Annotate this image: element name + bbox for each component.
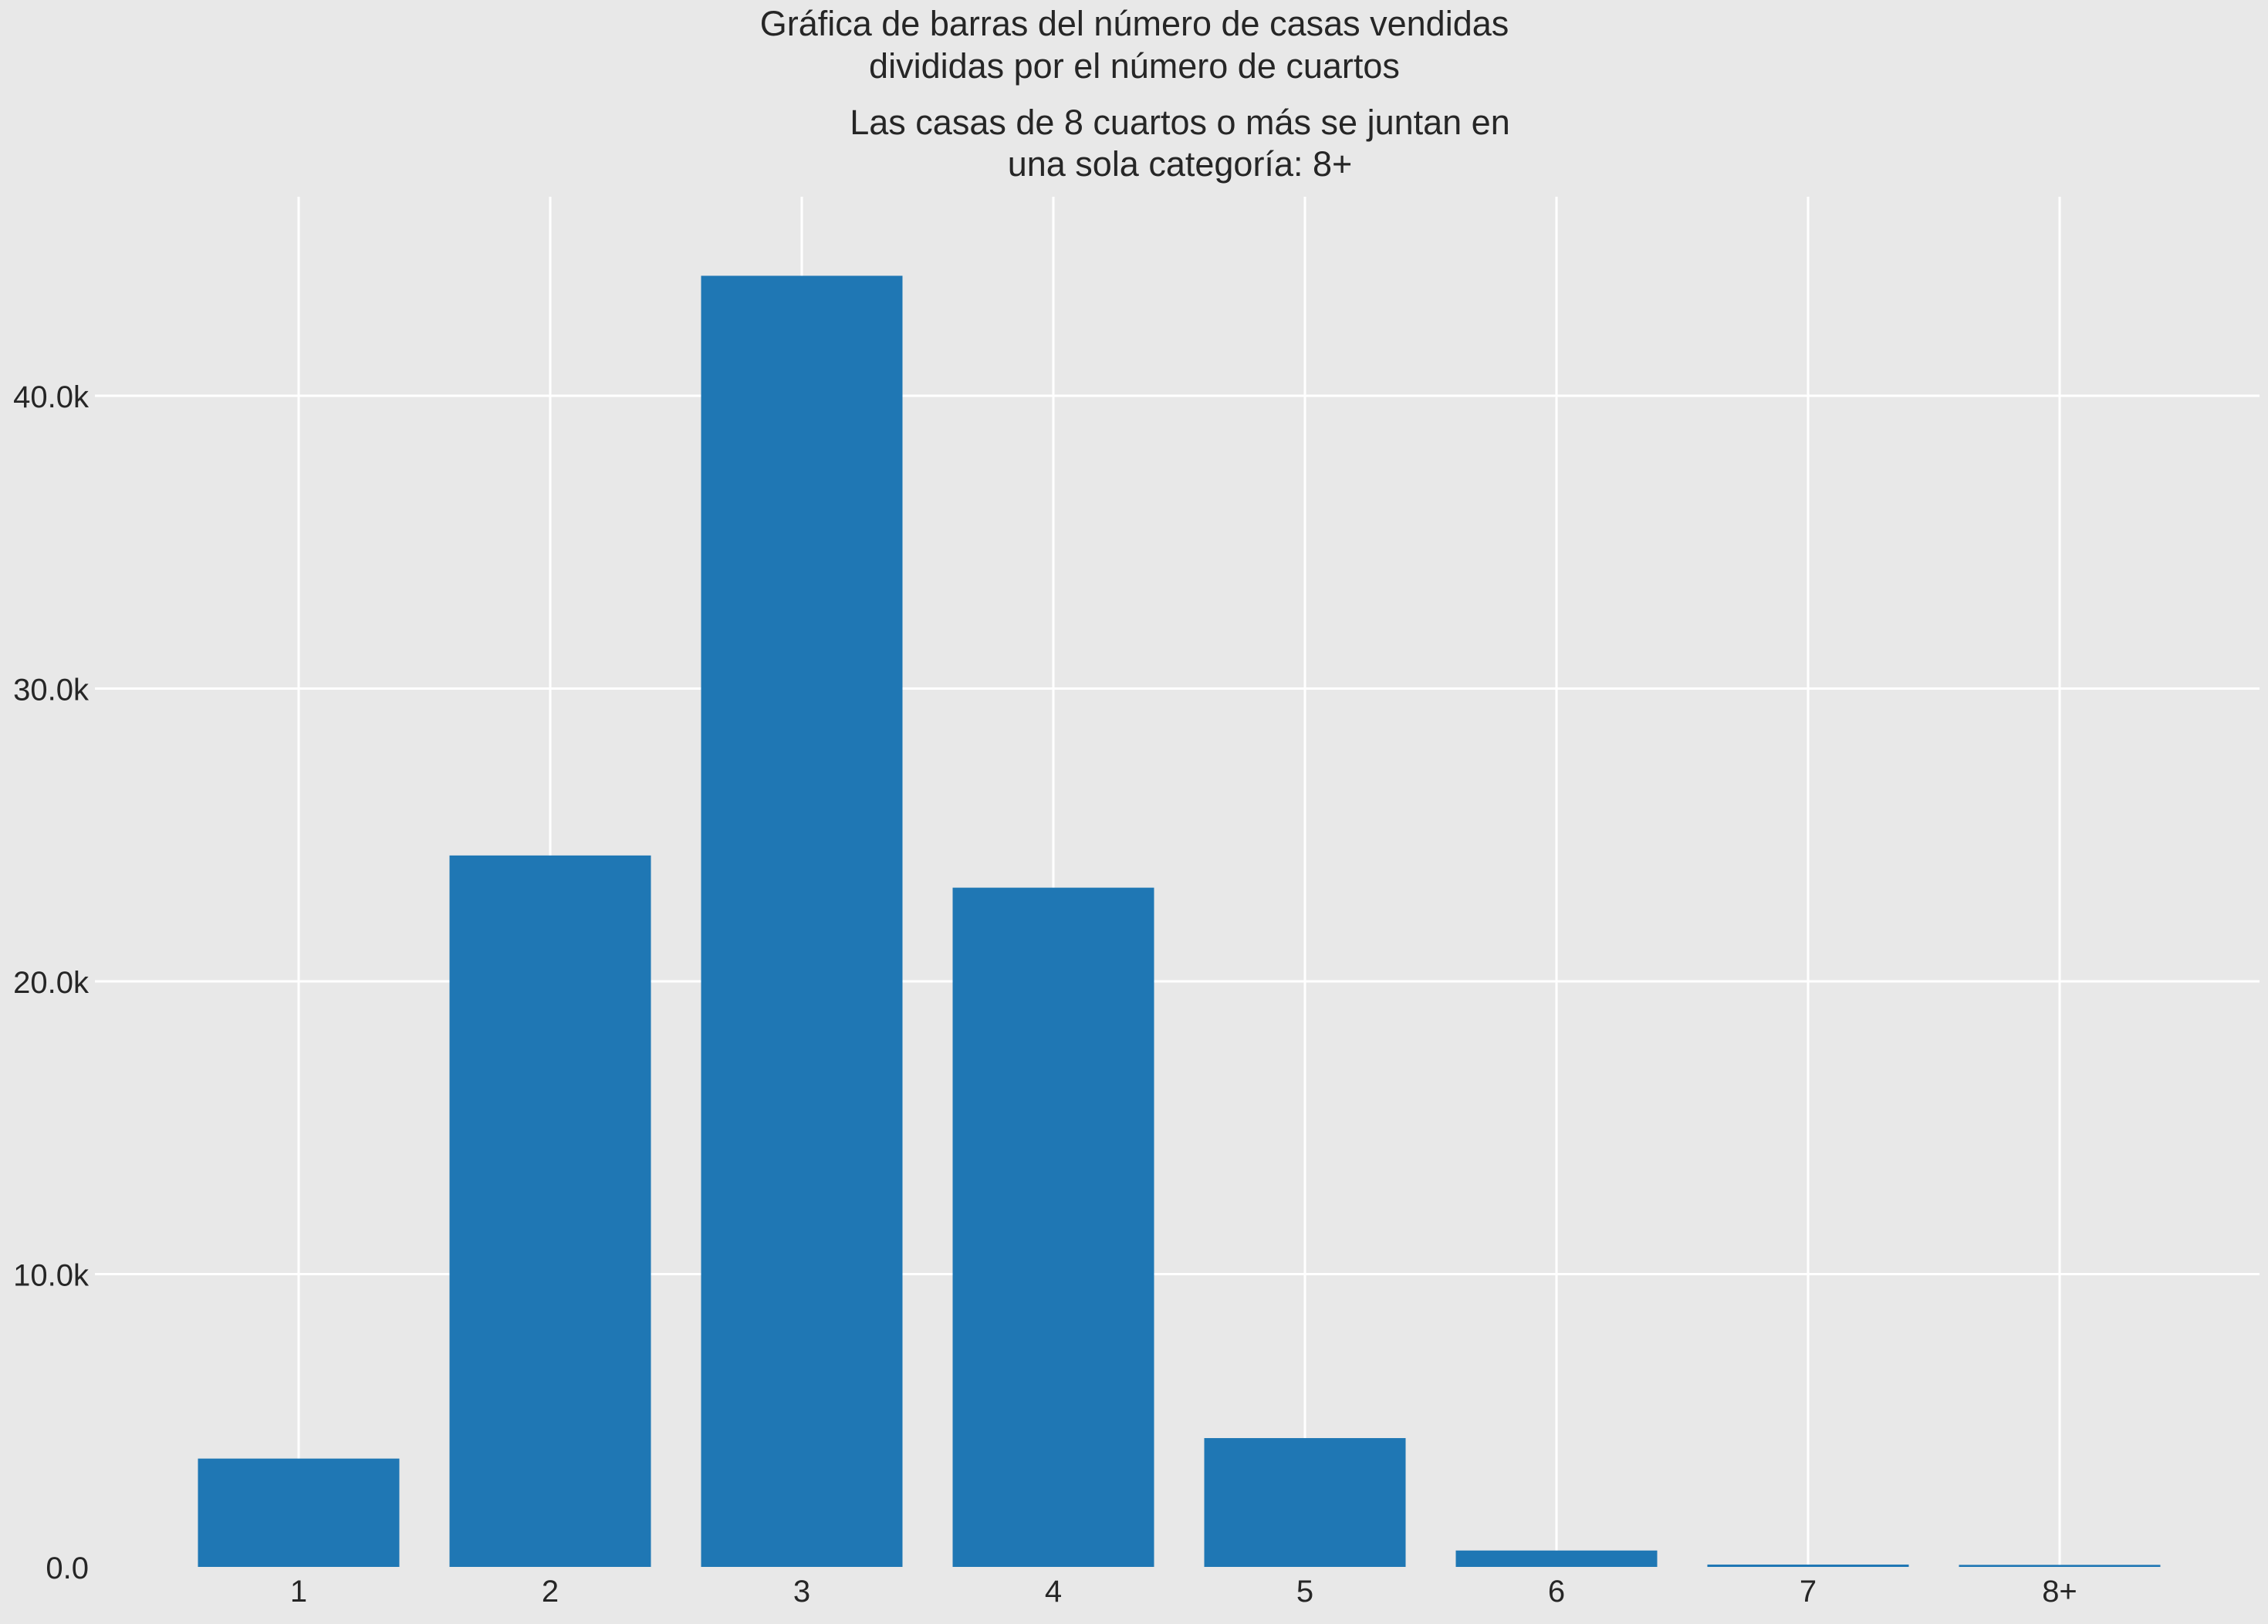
bar-3: [701, 275, 903, 1567]
chart-subtitle-line-2: una sola categoría: 8+: [1008, 144, 1353, 184]
bar-2: [449, 855, 651, 1567]
x-axis-tick-labels: 1 2 3 4 5 6 7 8+: [290, 1575, 2077, 1609]
y-tick-label-0: 0.0: [46, 1551, 89, 1585]
y-tick-label-4: 40.0k: [13, 380, 90, 414]
bars: [198, 275, 2161, 1567]
chart-title-line-2: divididas por el número de cuartos: [869, 46, 1400, 86]
grid-lines: [95, 197, 2260, 1567]
y-tick-label-2: 20.0k: [13, 966, 90, 1000]
x-tick-label-5: 5: [1296, 1575, 1313, 1609]
x-tick-label-7: 7: [1800, 1575, 1817, 1609]
x-tick-label-4: 4: [1045, 1575, 1062, 1609]
y-axis-tick-labels: 0.0 10.0k 20.0k 30.0k 40.0k: [13, 380, 90, 1585]
bar-1: [198, 1458, 400, 1567]
bar-8+: [1959, 1565, 2161, 1567]
chart-titles: Gráfica de barras del número de casas ve…: [760, 4, 1510, 184]
bar-5: [1204, 1438, 1406, 1567]
chart-subtitle-line-1: Las casas de 8 cuartos o más se juntan e…: [850, 103, 1510, 142]
y-tick-label-3: 30.0k: [13, 674, 90, 707]
x-tick-label-8+: 8+: [2042, 1575, 2077, 1609]
chart-title-line-1: Gráfica de barras del número de casas ve…: [760, 4, 1509, 43]
bar-7: [1707, 1564, 1909, 1567]
y-tick-label-1: 10.0k: [13, 1259, 90, 1293]
x-tick-label-6: 6: [1548, 1575, 1565, 1609]
x-tick-label-3: 3: [793, 1575, 810, 1609]
bar-6: [1455, 1550, 1658, 1567]
bar-4: [952, 887, 1154, 1567]
x-tick-label-1: 1: [290, 1575, 307, 1609]
x-tick-label-2: 2: [542, 1575, 559, 1609]
